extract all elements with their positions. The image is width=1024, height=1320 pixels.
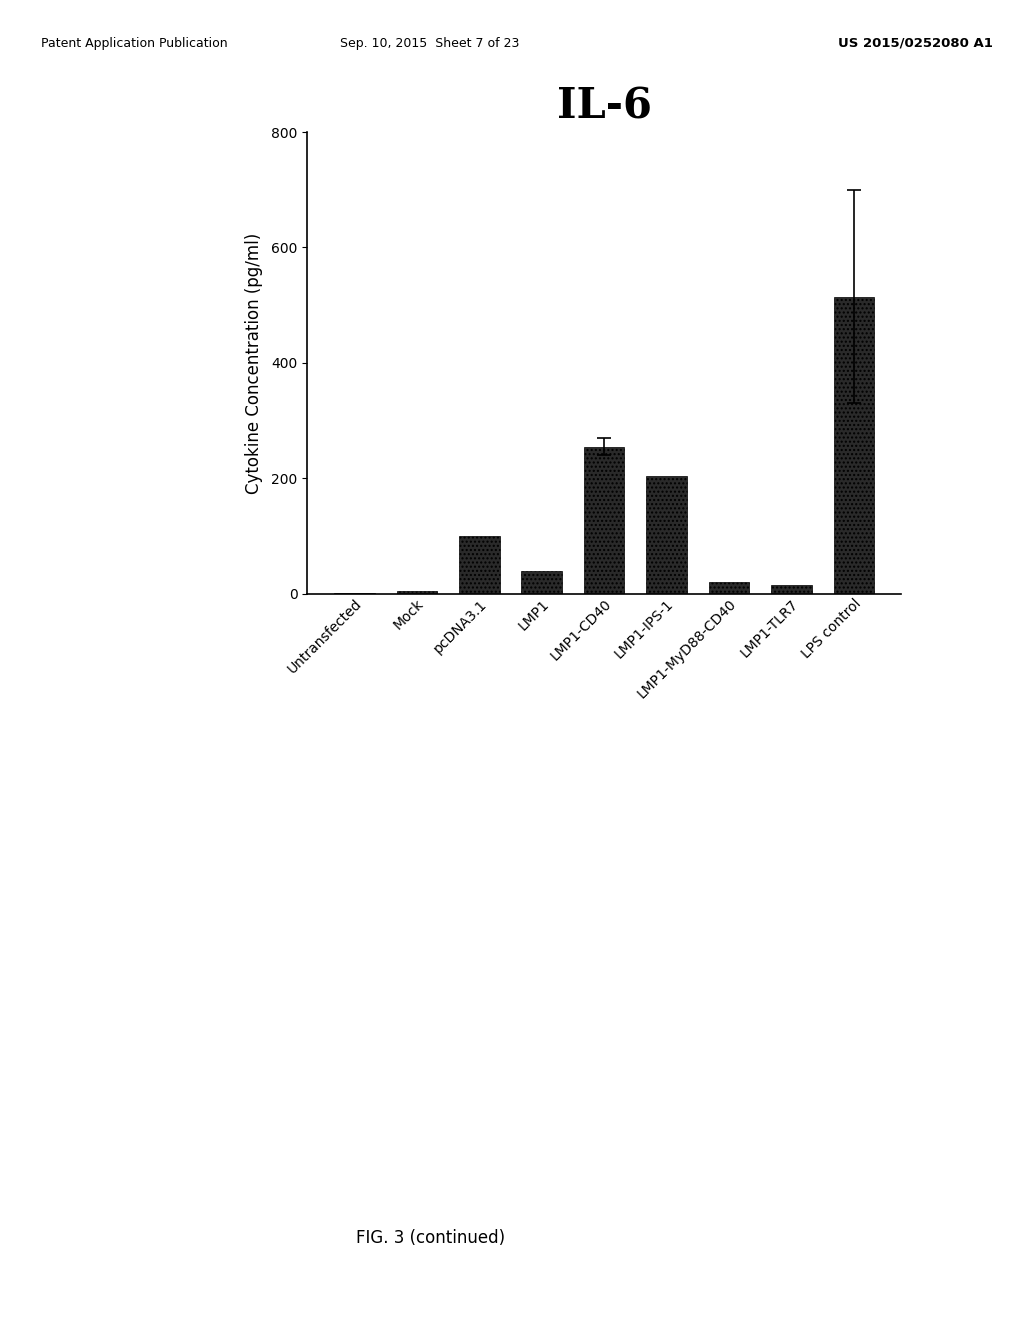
Text: Sep. 10, 2015  Sheet 7 of 23: Sep. 10, 2015 Sheet 7 of 23 bbox=[340, 37, 520, 50]
Bar bbox=[396, 591, 437, 594]
Text: US 2015/0252080 A1: US 2015/0252080 A1 bbox=[839, 37, 993, 50]
Text: Patent Application Publication: Patent Application Publication bbox=[41, 37, 227, 50]
Bar bbox=[584, 446, 625, 594]
Bar bbox=[459, 536, 500, 594]
Bar bbox=[771, 585, 812, 594]
Bar bbox=[709, 582, 750, 594]
Text: FIG. 3 (continued): FIG. 3 (continued) bbox=[355, 1229, 505, 1247]
Y-axis label: Cytokine Concentration (pg/ml): Cytokine Concentration (pg/ml) bbox=[245, 232, 263, 494]
Bar bbox=[646, 475, 687, 594]
Bar bbox=[521, 570, 562, 594]
Title: IL-6: IL-6 bbox=[557, 84, 651, 127]
Bar bbox=[834, 297, 874, 594]
